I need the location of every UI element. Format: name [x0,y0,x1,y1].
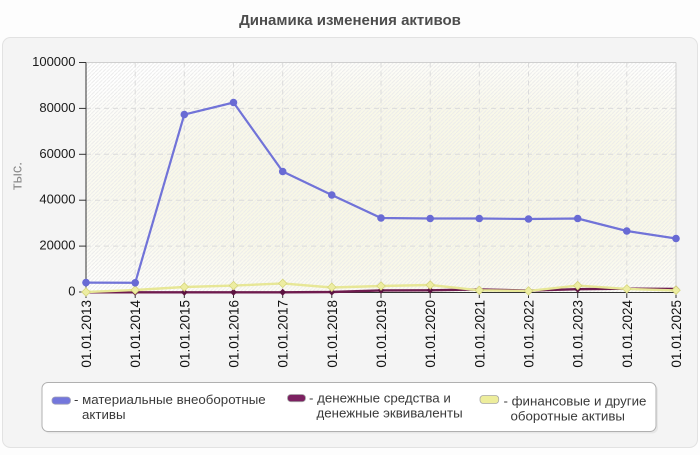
svg-text:20000: 20000 [39,238,75,253]
svg-text:01.01.2014: 01.01.2014 [128,300,143,368]
svg-text:оборотные активы: оборотные активы [511,409,625,424]
svg-text:тыс.: тыс. [10,162,26,190]
svg-text:Динамика изменения активов: Динамика изменения активов [239,12,461,29]
svg-text:01.01.2023: 01.01.2023 [571,300,586,368]
svg-text:01.01.2017: 01.01.2017 [276,300,291,368]
svg-text:01.01.2016: 01.01.2016 [227,300,242,368]
svg-text:0: 0 [68,284,75,299]
svg-text:01.01.2025: 01.01.2025 [669,300,684,368]
svg-text:40000: 40000 [39,192,75,207]
svg-text:- материальные внеоборотные: - материальные внеоборотные [74,392,266,407]
svg-text:01.01.2018: 01.01.2018 [325,300,340,368]
svg-text:активы: активы [82,407,126,422]
svg-text:01.01.2022: 01.01.2022 [522,300,537,368]
svg-text:60000: 60000 [39,146,75,161]
svg-text:01.01.2015: 01.01.2015 [177,300,192,368]
svg-text:01.01.2024: 01.01.2024 [620,300,635,368]
svg-text:80000: 80000 [39,100,75,115]
svg-text:01.01.2019: 01.01.2019 [374,300,389,368]
svg-text:01.01.2020: 01.01.2020 [423,300,438,368]
svg-text:- финансовые и другие: - финансовые и другие [504,394,647,409]
svg-text:01.01.2021: 01.01.2021 [472,300,487,368]
svg-text:- денежные средства и: - денежные средства и [309,391,451,406]
svg-text:01.01.2013: 01.01.2013 [79,300,94,368]
svg-text:денежные эквиваленты: денежные эквиваленты [317,406,463,421]
svg-text:100000: 100000 [32,54,75,69]
